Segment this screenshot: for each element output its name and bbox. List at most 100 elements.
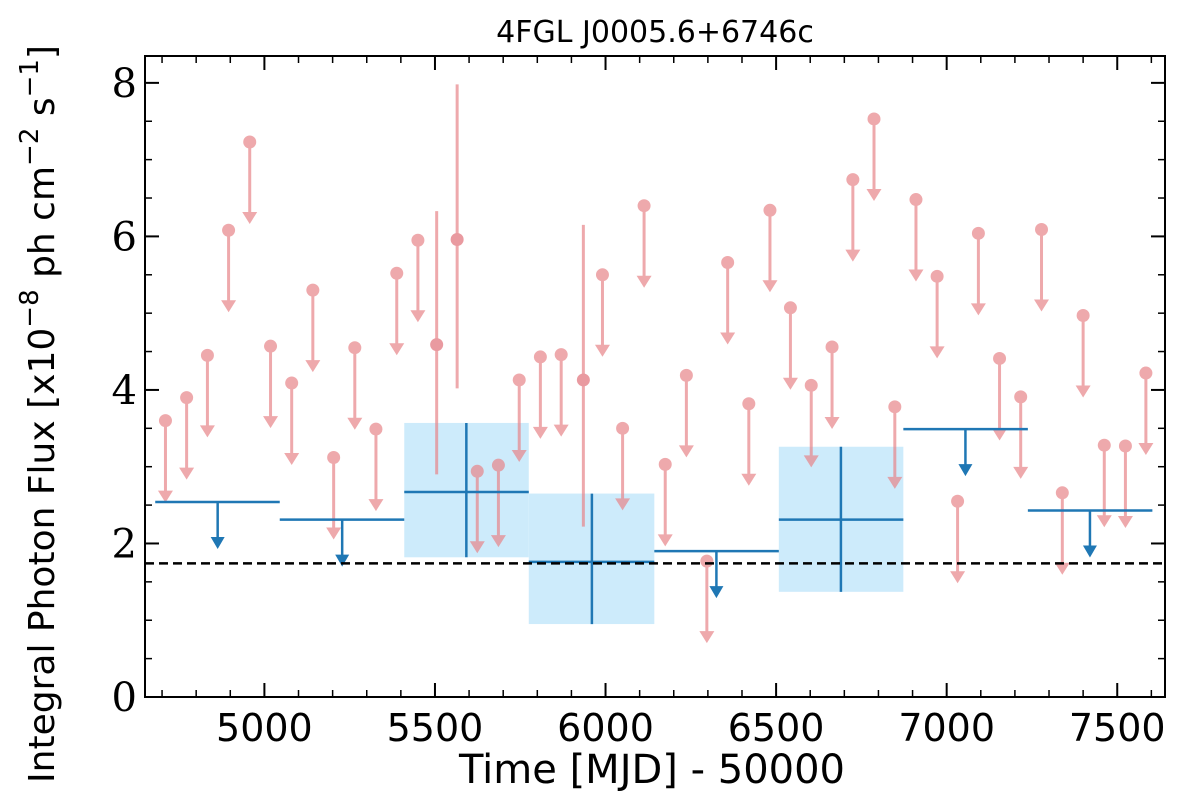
long-bin-upper-limit-arrow-head bbox=[335, 554, 350, 567]
short-bin-upper-limit-marker bbox=[1055, 486, 1069, 500]
x-tick-label: 7000 bbox=[898, 706, 995, 750]
short-bin-upper-limit bbox=[1096, 438, 1112, 528]
short-bin-upper-limit-marker bbox=[721, 256, 735, 270]
short-bin-upper-limit-head bbox=[762, 280, 778, 293]
long-bin-upper-limit-arrow bbox=[958, 429, 973, 477]
x-tick-label: 5500 bbox=[387, 706, 484, 750]
y-axis-label-exponent-3: −1 bbox=[15, 59, 45, 97]
short-bin-upper-limit bbox=[1075, 308, 1091, 398]
short-bin-upper-limit-head bbox=[1013, 466, 1029, 479]
y-tick-label: 8 bbox=[112, 61, 137, 107]
short-bin-upper-limit bbox=[950, 494, 966, 584]
short-bin-upper-limit-head bbox=[389, 343, 405, 356]
short-bin-upper-limit bbox=[1013, 390, 1029, 479]
short-bin-upper-limit-head bbox=[532, 426, 548, 439]
short-bin-upper-limit-head bbox=[347, 417, 363, 430]
short-bin-upper-limit-marker bbox=[554, 348, 568, 362]
short-bin-upper-limit bbox=[1034, 222, 1050, 312]
y-axis-label-middle: ph cm bbox=[22, 166, 63, 289]
x-tick-label: 5000 bbox=[216, 706, 313, 750]
short-bin-upper-limit-marker bbox=[888, 400, 902, 414]
short-bin-upper-limit-head bbox=[845, 249, 861, 262]
long-bin-upper-limit-arrow bbox=[335, 519, 350, 567]
x-tick-label: 6500 bbox=[728, 706, 825, 750]
short-bin-upper-limit-marker bbox=[390, 266, 404, 280]
y-axis-label-prefix: Integral Photon Flux [x10 bbox=[22, 328, 63, 783]
short-bin-upper-limit-head bbox=[824, 416, 840, 429]
short-bin-upper-limit-head bbox=[699, 631, 715, 644]
data-marks-layer bbox=[155, 84, 1154, 644]
y-axis-label-suffix: ] bbox=[22, 45, 63, 59]
short-bin-upper-limit bbox=[1117, 439, 1133, 528]
long-bin-upper-limit-arrow-head bbox=[958, 464, 973, 477]
short-bin-detection-marker bbox=[450, 232, 464, 246]
x-tick-label: 7500 bbox=[1069, 706, 1166, 750]
short-bin-upper-limit-marker bbox=[158, 414, 172, 428]
y-tick-label: 2 bbox=[112, 521, 137, 567]
short-bin-upper-limit-marker bbox=[804, 378, 818, 392]
short-bin-upper-limit-marker bbox=[243, 135, 257, 149]
short-bin-upper-limit-marker bbox=[783, 301, 797, 315]
short-bin-upper-limit-marker bbox=[909, 193, 923, 207]
short-bin-upper-limit-head bbox=[1075, 385, 1091, 398]
short-bin-upper-limit-head bbox=[950, 571, 966, 584]
short-bin-upper-limit-head bbox=[305, 360, 321, 373]
short-bin-upper-limit bbox=[157, 414, 173, 503]
long-bin-upper-limit-arrow-head bbox=[709, 586, 724, 599]
short-bin-upper-limit bbox=[699, 554, 715, 644]
short-bin-upper-limit-marker bbox=[595, 268, 609, 282]
short-bin-upper-limit bbox=[199, 348, 215, 438]
short-bin-upper-limit-head bbox=[469, 541, 485, 554]
short-bin-upper-limit bbox=[179, 391, 195, 480]
short-bin-upper-limit bbox=[866, 112, 882, 201]
short-bin-upper-limit-head bbox=[782, 377, 798, 390]
short-bin-upper-limit-head bbox=[157, 490, 173, 503]
short-bin-upper-limit-marker bbox=[1139, 366, 1153, 380]
short-bin-upper-limit bbox=[908, 193, 924, 282]
short-bin-upper-limit-marker bbox=[951, 494, 965, 508]
short-bin-upper-limit-marker bbox=[1118, 439, 1132, 453]
short-bin-upper-limit-head bbox=[741, 473, 757, 486]
short-bin-upper-limit-marker bbox=[993, 351, 1007, 365]
short-bin-upper-limit bbox=[1054, 486, 1070, 575]
short-bin-upper-limit bbox=[929, 269, 945, 359]
short-bin-upper-limit-head bbox=[490, 535, 506, 548]
short-bin-detection bbox=[450, 84, 464, 389]
short-bin-upper-limit-head bbox=[326, 527, 342, 540]
y-axis-label-middle-2: s bbox=[22, 97, 63, 127]
short-bin-upper-limit-marker bbox=[327, 450, 341, 464]
short-bin-upper-limit bbox=[824, 340, 840, 429]
short-bin-upper-limit bbox=[469, 464, 485, 554]
short-bin-upper-limit bbox=[242, 135, 258, 224]
plot-frame bbox=[144, 55, 1166, 698]
short-bin-upper-limit-head bbox=[657, 534, 673, 547]
short-bin-upper-limit-marker bbox=[658, 457, 672, 471]
short-bin-upper-limit-marker bbox=[742, 397, 756, 411]
short-bin-upper-limit-head bbox=[803, 455, 819, 468]
short-bin-upper-limit-head bbox=[1034, 299, 1050, 312]
short-bin-upper-limit-marker bbox=[491, 458, 505, 472]
short-bin-upper-limit-marker bbox=[348, 341, 362, 355]
short-bin-upper-limit bbox=[594, 268, 610, 357]
short-bin-upper-limit-marker bbox=[971, 226, 985, 240]
short-bin-upper-limit bbox=[992, 351, 1008, 441]
short-bin-upper-limit-head bbox=[992, 428, 1008, 441]
short-bin-upper-limit-marker bbox=[533, 350, 547, 364]
short-bin-upper-limit-marker bbox=[825, 340, 839, 354]
short-bin-upper-limit-head bbox=[263, 416, 279, 429]
short-bin-upper-limit-head bbox=[410, 310, 426, 323]
chart-title: 4FGL J0005.6+6746c bbox=[496, 15, 814, 50]
short-bin-upper-limit bbox=[678, 368, 694, 458]
short-bin-upper-limit-head bbox=[368, 499, 384, 512]
short-bin-upper-limit bbox=[636, 199, 652, 288]
short-bin-upper-limit-marker bbox=[679, 368, 693, 382]
short-bin-upper-limit-head bbox=[511, 449, 527, 462]
short-bin-upper-limit bbox=[762, 203, 778, 293]
short-bin-upper-limit-marker bbox=[264, 339, 278, 353]
short-bin-upper-limit bbox=[803, 378, 819, 468]
short-bin-upper-limit-marker bbox=[285, 376, 299, 390]
short-bin-upper-limit bbox=[1138, 366, 1154, 456]
short-bin-upper-limit bbox=[782, 301, 798, 390]
short-bin-upper-limit bbox=[347, 341, 363, 430]
